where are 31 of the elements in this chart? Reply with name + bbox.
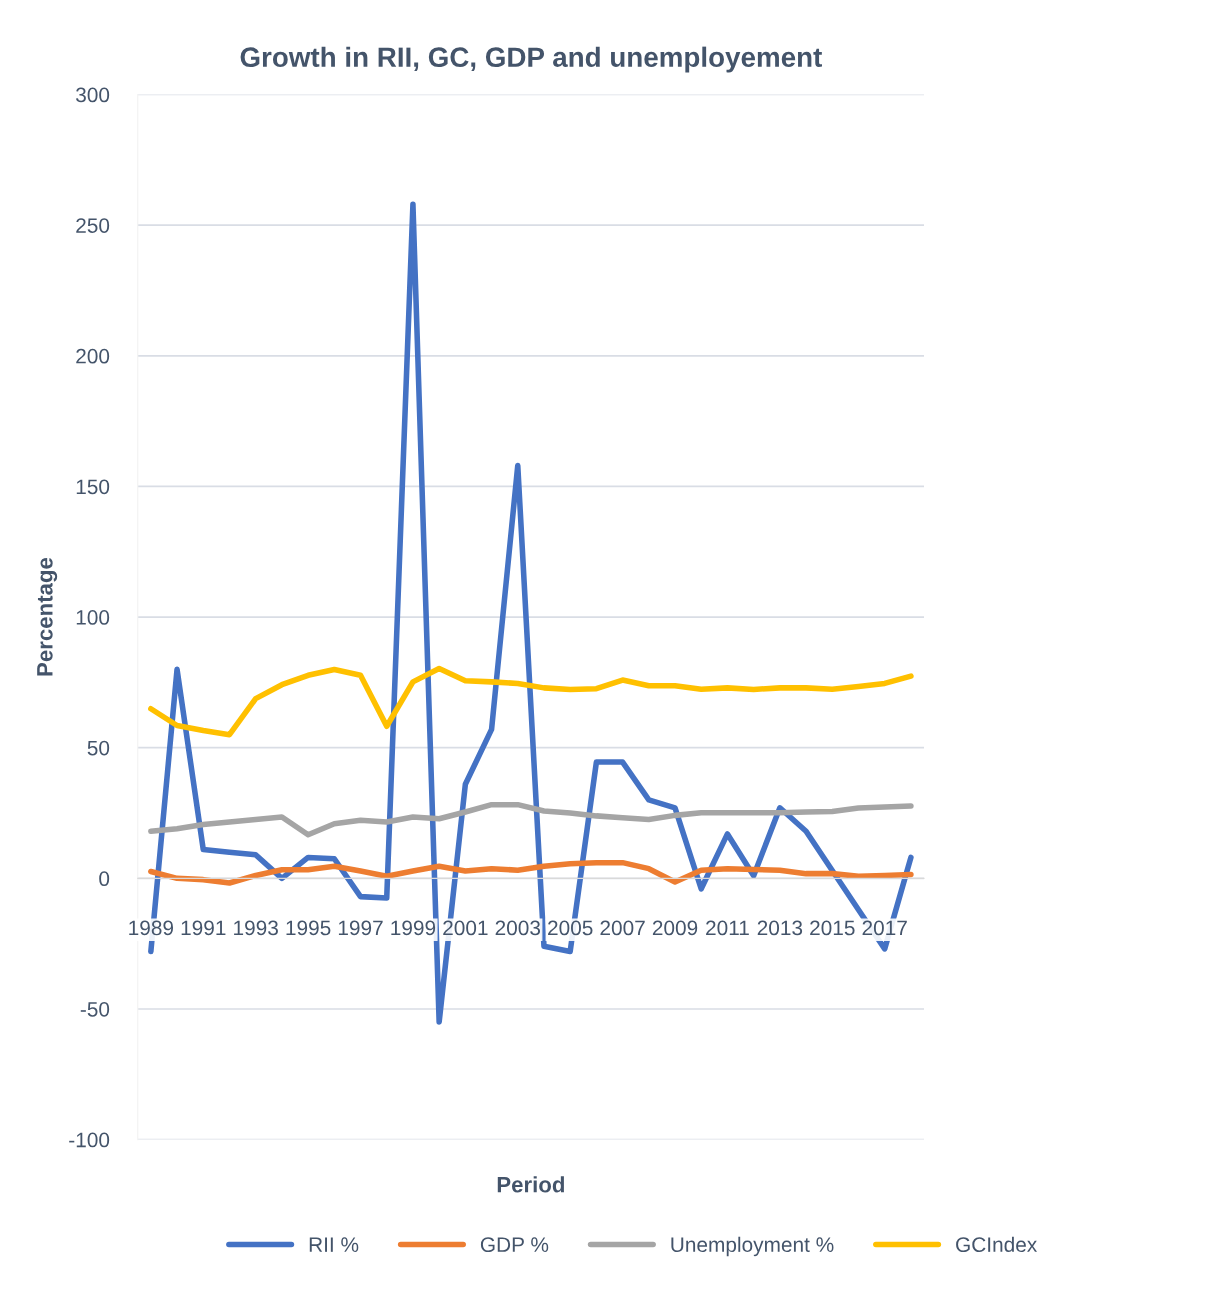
x-tick-label: 1999: [391, 920, 436, 936]
y-tick-label: -50: [80, 1001, 110, 1017]
legend-label: Unemployment %: [671, 1236, 834, 1257]
y-tick-label: 300: [76, 87, 110, 103]
x-tick-label: 2013: [757, 920, 803, 936]
x-tick-label: 2003: [495, 920, 541, 936]
x-tick-label: 2017: [862, 920, 907, 936]
legend-label: GDP %: [480, 1237, 549, 1253]
y-tick-label: 150: [76, 479, 110, 495]
x-tick-label: 1995: [286, 920, 331, 936]
x-tick-label: 2015: [810, 920, 855, 936]
x-tick-label: 1997: [338, 920, 383, 936]
x-tick-label: 1989: [129, 920, 174, 936]
x-tick-label: 2009: [652, 920, 698, 936]
x-axis-title: Period: [497, 1176, 564, 1193]
chart-title: Growth in RII, GC, GDP and unemployement: [240, 46, 822, 73]
legend-label: RII %: [309, 1237, 359, 1252]
y-axis-title: Percentage: [37, 557, 58, 676]
y-tick-label: 50: [87, 740, 110, 756]
y-tick-label: 100: [76, 610, 110, 625]
x-tick-label: 2007: [600, 920, 645, 936]
x-tick-label: 1991: [181, 920, 226, 936]
x-tick-label: 2011: [706, 920, 749, 936]
legend-label: GCIndex: [956, 1236, 1038, 1253]
y-tick-label: 200: [76, 348, 110, 364]
x-tick-label: 2001: [443, 920, 488, 936]
y-tick-label: 0: [99, 871, 110, 887]
y-tick-label: -100: [69, 1132, 110, 1148]
x-tick-label: 1993: [234, 920, 278, 936]
x-tick-label: 2005: [548, 920, 593, 936]
y-tick-label: 250: [76, 218, 110, 233]
